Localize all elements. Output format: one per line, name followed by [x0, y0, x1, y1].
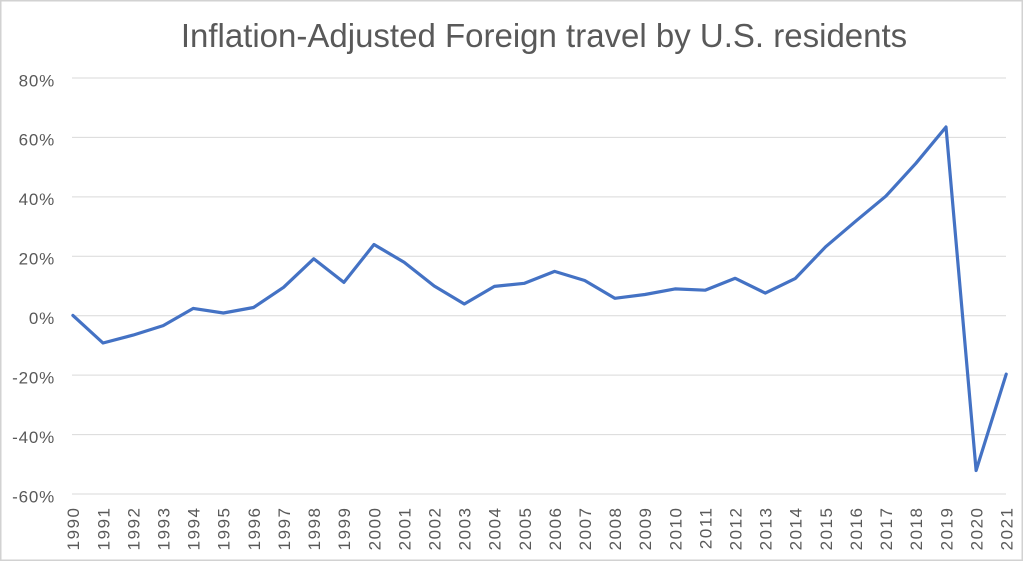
svg-text:2008: 2008 [606, 507, 625, 551]
svg-text:2015: 2015 [817, 507, 836, 551]
svg-text:2013: 2013 [757, 507, 776, 551]
svg-text:2007: 2007 [576, 507, 595, 551]
svg-text:1992: 1992 [124, 507, 143, 551]
svg-text:1998: 1998 [305, 507, 324, 551]
svg-text:2002: 2002 [426, 507, 445, 551]
svg-text:2000: 2000 [365, 507, 384, 551]
svg-text:80%: 80% [19, 71, 55, 90]
svg-text:2001: 2001 [395, 507, 414, 551]
svg-text:40%: 40% [19, 190, 55, 209]
svg-text:1991: 1991 [94, 507, 113, 551]
svg-text:2014: 2014 [787, 507, 806, 551]
svg-text:Inflation-Adjusted Foreign tra: Inflation-Adjusted Foreign travel by U.S… [181, 17, 907, 54]
svg-text:2018: 2018 [907, 507, 926, 551]
svg-text:2017: 2017 [877, 507, 896, 551]
svg-text:20%: 20% [19, 250, 55, 269]
svg-text:2016: 2016 [847, 507, 866, 551]
svg-text:0%: 0% [29, 309, 55, 328]
svg-text:1990: 1990 [64, 507, 83, 551]
svg-text:60%: 60% [19, 131, 55, 150]
svg-text:1997: 1997 [275, 507, 294, 551]
svg-text:2006: 2006 [546, 507, 565, 551]
svg-text:2010: 2010 [666, 507, 685, 551]
svg-text:-60%: -60% [12, 487, 55, 506]
svg-text:2019: 2019 [937, 507, 956, 551]
svg-text:2020: 2020 [967, 507, 986, 551]
svg-text:2012: 2012 [727, 507, 746, 551]
svg-text:-40%: -40% [12, 428, 55, 447]
svg-text:1999: 1999 [335, 507, 354, 551]
svg-text:1994: 1994 [185, 507, 204, 551]
svg-text:1995: 1995 [215, 507, 234, 551]
svg-text:2005: 2005 [516, 507, 535, 551]
svg-text:1993: 1993 [155, 507, 174, 551]
svg-text:2009: 2009 [636, 507, 655, 551]
svg-text:2003: 2003 [456, 506, 475, 550]
svg-text:2021: 2021 [998, 507, 1017, 551]
svg-text:2004: 2004 [486, 507, 505, 551]
svg-text:1996: 1996 [245, 507, 264, 551]
svg-text:2011: 2011 [696, 507, 715, 550]
svg-text:-20%: -20% [12, 368, 55, 387]
